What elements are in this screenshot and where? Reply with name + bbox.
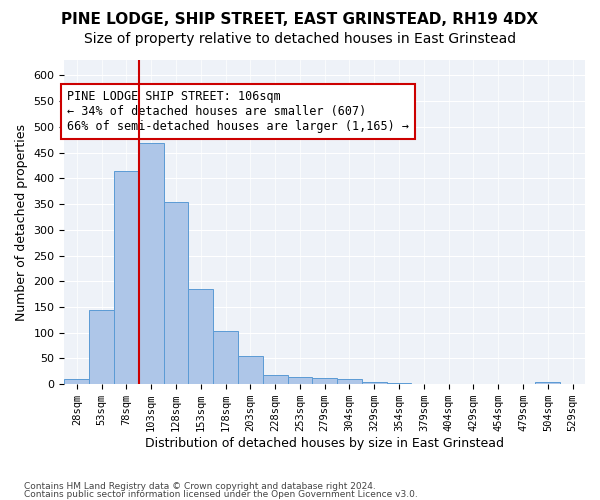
Bar [114,170,139,384]
Bar [89,310,114,384]
Bar [263,375,287,384]
X-axis label: Distribution of detached houses by size in East Grinstead: Distribution of detached houses by size … [145,437,504,450]
Bar [139,144,164,384]
Bar [164,202,188,384]
Bar [64,379,89,384]
Bar [238,356,263,384]
Bar [386,382,412,384]
Bar [213,331,238,384]
Bar [337,379,362,384]
Bar [287,377,313,384]
Bar [188,289,213,384]
Bar [535,382,560,384]
Text: Size of property relative to detached houses in East Grinstead: Size of property relative to detached ho… [84,32,516,46]
Bar [313,378,337,384]
Y-axis label: Number of detached properties: Number of detached properties [15,124,28,320]
Bar [362,382,386,384]
Text: PINE LODGE, SHIP STREET, EAST GRINSTEAD, RH19 4DX: PINE LODGE, SHIP STREET, EAST GRINSTEAD,… [61,12,539,28]
Text: PINE LODGE SHIP STREET: 106sqm
← 34% of detached houses are smaller (607)
66% of: PINE LODGE SHIP STREET: 106sqm ← 34% of … [67,90,409,133]
Text: Contains HM Land Registry data © Crown copyright and database right 2024.: Contains HM Land Registry data © Crown c… [24,482,376,491]
Text: Contains public sector information licensed under the Open Government Licence v3: Contains public sector information licen… [24,490,418,499]
